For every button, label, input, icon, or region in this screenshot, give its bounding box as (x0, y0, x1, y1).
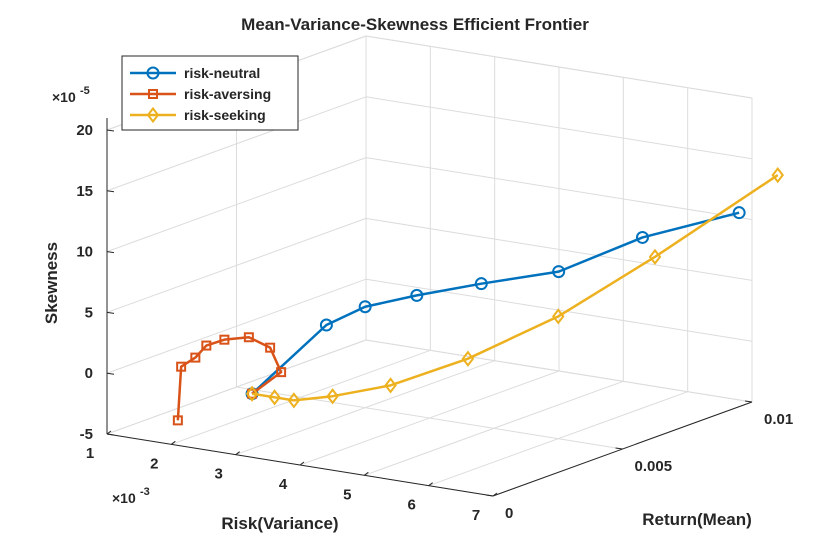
y-tick-label: 0.005 (635, 458, 673, 475)
z-tick (106, 433, 115, 436)
z-axis-label: Skewness (42, 242, 61, 324)
x-tick-label: 5 (343, 486, 351, 503)
grid-line (365, 96, 753, 160)
legend-label: risk-neutral (184, 65, 260, 81)
legend[interactable]: risk-neutral risk-aversing risk-seeking (121, 55, 299, 131)
data-series (172, 166, 784, 426)
risk-seeking-point (287, 392, 301, 409)
risk-aversing-point (265, 342, 276, 353)
x-tick-label: 3 (214, 466, 222, 483)
risk-seeking-line (251, 174, 779, 402)
y-tick (615, 447, 623, 450)
grid-line (236, 386, 623, 450)
legend-label: risk-seeking (184, 107, 266, 123)
x-exponent-base: ×10 (112, 490, 136, 506)
risk-aversing-point (243, 332, 254, 343)
risk-neutral-point (319, 318, 333, 332)
x-axis-label: Risk(Variance) (221, 514, 338, 533)
grid-line (365, 217, 753, 281)
risk-aversing-point (219, 334, 230, 345)
axes (106, 118, 753, 497)
risk-neutral-point (732, 206, 746, 220)
grid-line (365, 35, 753, 99)
risk-aversing-point (276, 367, 287, 378)
z-exponent-base: ×10 (52, 89, 76, 105)
x-exponent: ×10 -3 (112, 486, 150, 506)
y-tick-label: 0.01 (764, 411, 793, 428)
risk-neutral-point (474, 277, 488, 291)
y-tick-label: 0 (505, 505, 513, 522)
grid-lines (106, 35, 753, 497)
y-tick (485, 494, 494, 497)
grid-line (106, 278, 367, 374)
z-tick-label: -5 (80, 426, 93, 443)
x-tick-label: 4 (279, 476, 288, 493)
risk-aversing-point (190, 352, 201, 363)
grid-line (106, 96, 367, 192)
risk-seeking-point (771, 166, 784, 184)
x-exponent-power: -3 (140, 486, 150, 498)
risk-seeking-point (326, 388, 339, 405)
z-tick (106, 129, 115, 132)
risk-seeking-point (648, 248, 662, 266)
legend-marker (146, 106, 160, 124)
z-tick (106, 311, 115, 314)
x-tick-label: 2 (150, 455, 158, 472)
chart-title: Mean-Variance-Skewness Efficient Frontie… (241, 15, 589, 34)
grid-line (106, 157, 367, 253)
x-tick (171, 440, 176, 445)
grid-line (106, 339, 367, 435)
z-exponent: ×10 -5 (52, 85, 90, 105)
risk-neutral-point (552, 265, 566, 279)
risk-seeking-point (384, 377, 397, 394)
grid-line (365, 157, 753, 221)
y-tick (744, 400, 753, 403)
risk-neutral-line (251, 211, 740, 395)
risk-aversing-point (201, 340, 212, 351)
z-tick (106, 372, 115, 375)
z-tick-label: 15 (76, 183, 93, 200)
y-axis-label: Return(Mean) (642, 510, 752, 529)
x-tick (492, 492, 498, 497)
x-tick (428, 482, 433, 487)
legend-item-risk-neutral[interactable]: risk-neutral (130, 65, 260, 81)
legend-marker (146, 66, 160, 80)
z-tick (106, 190, 115, 193)
x-tick (299, 461, 305, 466)
z-tick-label: 10 (76, 244, 93, 261)
z-tick (106, 251, 115, 254)
risk-seeking-point (551, 308, 565, 325)
legend-label: risk-aversing (184, 86, 271, 102)
legend-item-risk-seeking[interactable]: risk-seeking (130, 106, 266, 124)
z-exponent-power: -5 (80, 85, 90, 97)
z-tick-label: 20 (76, 122, 93, 139)
legend-marker (148, 89, 158, 99)
risk-seeking-point (461, 350, 475, 367)
risk-neutral-point (410, 288, 424, 302)
risk-neutral-point (358, 300, 372, 314)
x-tick-label: 7 (472, 507, 480, 524)
risk-aversing-point (176, 361, 187, 372)
x-tick (235, 451, 240, 456)
z-tick-label: 5 (85, 304, 93, 321)
series-risk-neutral (245, 206, 746, 401)
series-risk-seeking (245, 166, 784, 409)
grid-line (106, 217, 367, 313)
x-tick (364, 471, 369, 476)
risk-neutral-point (635, 230, 649, 244)
legend-item-risk-aversing[interactable]: risk-aversing (130, 86, 271, 102)
series-risk-aversing (172, 332, 287, 426)
grid-line (365, 339, 753, 403)
x-tick (106, 430, 112, 435)
z-tick-label: 0 (85, 365, 93, 382)
risk-aversing-point (172, 415, 183, 426)
risk-seeking-point (268, 389, 281, 406)
risk-seeking-point (245, 385, 259, 402)
x-tick-label: 1 (86, 445, 94, 462)
x-tick-label: 6 (407, 497, 415, 514)
tick-marks: -5 0 5 10 15 20 1 2 3 4 5 6 7 0 0.005 0.01 (76, 122, 793, 524)
